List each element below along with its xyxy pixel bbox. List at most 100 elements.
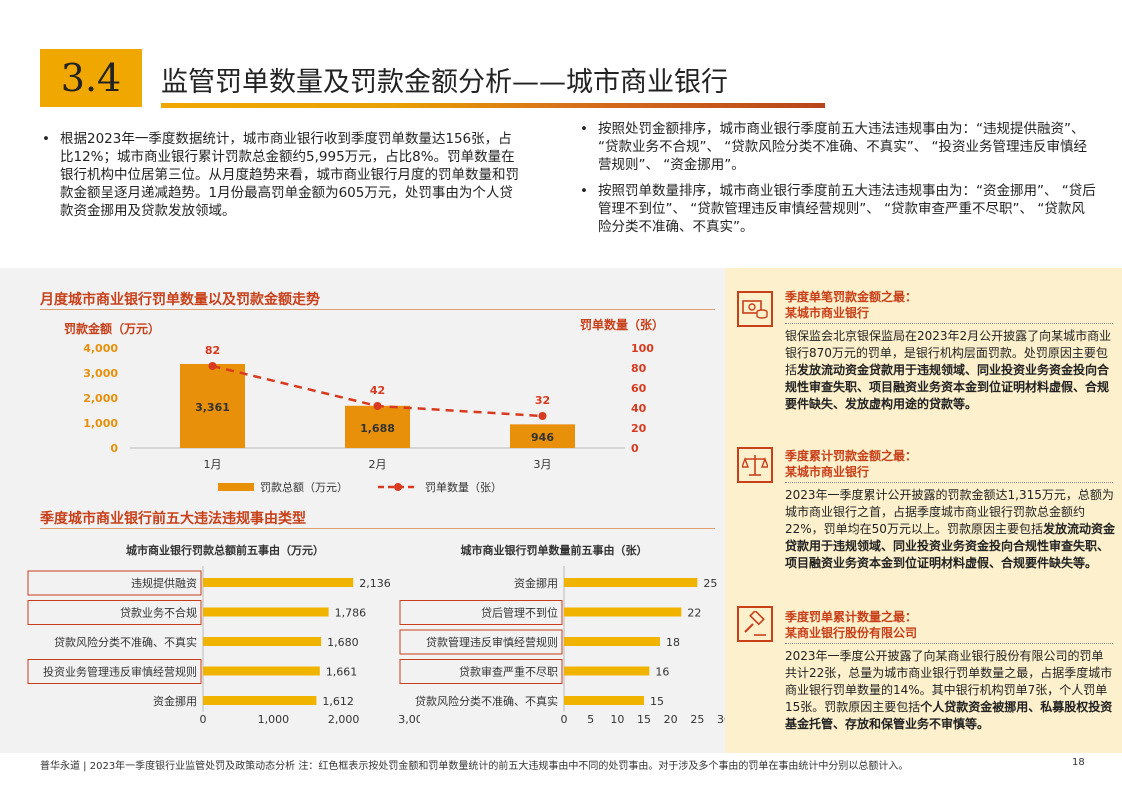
side-item-3-body: 2023年一季度公开披露了向某商业银行股份有限公司的罚单共计22张，总量为城市商… (785, 649, 1113, 731)
x-tick-label: 1月 (204, 458, 222, 471)
bar (510, 424, 575, 448)
highlight-box (399, 659, 563, 684)
bar (203, 607, 329, 617)
section1-rule (40, 309, 715, 310)
right-tick-label: 20 (631, 422, 647, 435)
x-tick-label: 15 (637, 713, 651, 726)
legend-bar-label: 罚款总额（万元） (260, 480, 348, 494)
title-underline (161, 103, 825, 108)
category-label: 贷款风险分类不准确、不真实 (415, 694, 558, 708)
divider (785, 482, 1113, 483)
x-tick-label: 25 (690, 713, 704, 726)
bar-value-label: 1,612 (322, 695, 354, 708)
side-item-1-heading: 季度单笔罚款金额之最： 某城市商业银行 (785, 290, 918, 320)
section-number: 3.4 (40, 49, 142, 107)
left-tick-label: 0 (110, 442, 118, 455)
category-label: 投资业务管理违反审慎经营规则 (43, 665, 197, 679)
bar (564, 607, 682, 617)
right-tick-label: 100 (631, 342, 654, 355)
bar (203, 637, 322, 646)
right-axis-title: 罚单数量（张） (580, 318, 665, 332)
x-tick-label: 0 (561, 713, 568, 726)
bar-value-label: 25 (703, 577, 717, 590)
highlight-box (27, 600, 202, 625)
bar-value-label: 1,688 (360, 422, 395, 435)
bar-value-label: 22 (687, 607, 701, 620)
bar (203, 696, 317, 705)
side-panel (725, 268, 1122, 753)
x-tick-label: 3月 (534, 458, 552, 471)
page-number: 18 (1072, 757, 1085, 768)
side-item-3-heading: 季度罚单累计数量之最： 某商业银行股份有限公司 (785, 610, 918, 640)
left-axis-title: 罚款金额（万元） (64, 322, 161, 336)
legend-line-marker (394, 483, 402, 491)
category-label: 违规提供融资 (131, 576, 197, 590)
line-point (373, 402, 382, 410)
highlight-box (399, 600, 563, 625)
amount-reasons-chart: 城市商业银行罚款总额前五事由（万元） 违规提供融资 2,136 贷款业务不合规 1,78… (27, 543, 420, 726)
line-point (538, 412, 547, 420)
x-tick-label: 2,000 (328, 713, 360, 726)
bar (203, 666, 320, 676)
bar-value-label: 18 (666, 636, 680, 649)
bar-value-label: 15 (650, 695, 664, 708)
x-tick-label: 0 (200, 713, 207, 726)
x-tick-label: 5 (587, 713, 594, 726)
x-tick-label: 10 (610, 713, 624, 726)
highlight-box (27, 659, 202, 684)
left-tick-label: 4,000 (83, 342, 118, 355)
bar-value-label: 2,136 (359, 577, 391, 590)
bullets-left: 根据2023年一季度数据统计，城市商业银行收到季度罚单数量达156张，占比12%… (40, 130, 522, 228)
bar (564, 666, 650, 676)
category-label: 贷款审查严重不尽职 (459, 665, 558, 679)
bullets-right: 按照处罚金额排序，城市商业银行季度前五大违法违规事由为：“违规提供融资”、 “贷… (578, 120, 1098, 244)
point-value-label: 82 (205, 344, 220, 357)
side-item-1-body: 银保监会北京银保监局在2023年2月公开披露了向某城市商业银行870万元的罚单，… (785, 329, 1112, 411)
bar-value-label: 3,361 (195, 401, 230, 414)
section1-title: 月度城市商业银行罚单数量以及罚款金额走势 (40, 292, 320, 308)
highlight-box (27, 570, 202, 596)
section2-title: 季度城市商业银行前五大违法违规事由类型 (40, 511, 306, 527)
x-tick-label: 20 (664, 713, 678, 726)
chart-title: 城市商业银行罚款总额前五事由（万元） (126, 543, 324, 557)
side-item-2-heading: 季度累计罚款金额之最： 某城市商业银行 (785, 449, 918, 479)
bar (203, 578, 354, 587)
count-reasons-chart: 城市商业银行罚单数量前五事由（张） 资金挪用 25 贷后管理不到位 22 贷款管理违反审慎… (399, 543, 725, 726)
x-tick-label: 2月 (369, 458, 387, 471)
bar-value-label: 1,661 (326, 666, 358, 679)
bar (564, 578, 698, 587)
bullet-item: 按照罚单数量排序，城市商业银行季度前五大违法违规事由为：“资金挪用”、 “贷后管… (578, 182, 1098, 236)
left-tick-label: 3,000 (83, 367, 118, 380)
point-value-label: 42 (370, 384, 385, 397)
divider (785, 643, 1113, 644)
footer-note: 普华永道 | 2023年一季度银行业监管处罚及政策动态分析 注：红色框表示按处罚… (40, 761, 909, 772)
x-tick-label: 30 (717, 713, 725, 726)
category-label: 贷款业务不合规 (120, 606, 197, 620)
category-label: 贷后管理不到位 (481, 606, 558, 620)
category-label: 贷款风险分类不准确、不真实 (54, 635, 197, 649)
gavel-icon (737, 606, 773, 642)
left-tick-label: 2,000 (83, 392, 118, 405)
right-tick-label: 40 (631, 402, 647, 415)
monthly-combo-chart: 0 1,000 2,000 3,000 4,000 0 20 40 60 80 100 3,361 1月… (83, 342, 654, 494)
bullet-item: 根据2023年一季度数据统计，城市商业银行收到季度罚单数量达156张，占比12%… (40, 130, 522, 220)
point-value-label: 32 (535, 394, 550, 407)
side-item-2-body: 2023年一季度累计公开披露的罚款金额达1,315万元，总额为城市商业银行之首，… (785, 488, 1115, 570)
category-label: 资金挪用 (514, 576, 558, 590)
right-tick-label: 60 (631, 382, 647, 395)
chart-title: 城市商业银行罚单数量前五事由（张） (461, 543, 648, 557)
bar-value-label: 1,680 (327, 636, 359, 649)
line-point (208, 362, 217, 370)
legend-bar-swatch (218, 483, 254, 491)
left-tick-label: 1,000 (83, 417, 118, 430)
page-title: 监管罚单数量及罚款金额分析——城市商业银行 (161, 67, 728, 98)
bar (180, 363, 245, 448)
section2-rule (40, 528, 715, 529)
x-tick-label: 3,000 (398, 713, 420, 726)
bar (564, 696, 644, 705)
right-tick-label: 80 (631, 362, 647, 375)
bar-value-label: 946 (531, 431, 554, 444)
highlight-box (399, 629, 563, 655)
category-label: 贷款管理违反审慎经营规则 (426, 635, 558, 649)
x-tick-label: 1,000 (258, 713, 290, 726)
